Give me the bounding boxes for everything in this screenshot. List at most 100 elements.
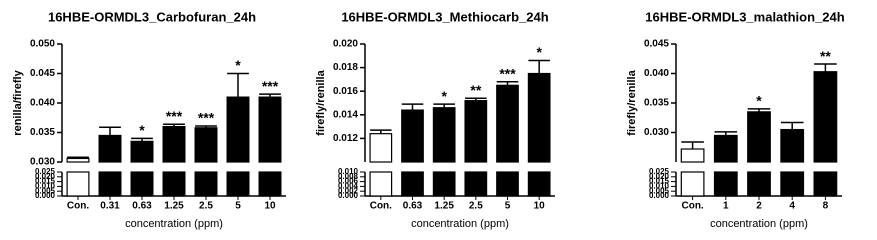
- x-tick-label: 5: [505, 201, 511, 212]
- x-tick-label: 2.5: [199, 201, 213, 212]
- lower-y-tick-label: 0.002: [338, 186, 359, 195]
- lower-y-tick-label: 0.025: [649, 167, 670, 176]
- x-tick-label: Con.: [67, 201, 89, 212]
- bar-lower: [66, 171, 90, 197]
- bar: [194, 127, 218, 163]
- y-tick-label: 0.018: [333, 62, 358, 73]
- bar-lower: [98, 171, 122, 197]
- bar-lower: [747, 171, 771, 197]
- chart-title: 16HBE-ORMDL3_Methiocarb_24h: [341, 9, 548, 24]
- bar: [226, 96, 250, 163]
- x-tick-label: 2.5: [469, 201, 483, 212]
- lower-y-tick-label: 0.010: [338, 167, 359, 176]
- lower-y-tick-label: 0.004: [338, 182, 359, 191]
- bar-lower: [130, 171, 154, 197]
- bar: [527, 72, 551, 163]
- significance-label: ***: [166, 108, 183, 124]
- bar: [369, 133, 393, 163]
- y-tick-label: 0.045: [644, 39, 669, 50]
- significance-label: **: [820, 48, 831, 64]
- y-axis-label: firefly/renilla: [626, 69, 638, 135]
- significance-label: *: [139, 122, 145, 138]
- lower-y-tick-label: 0.010: [649, 182, 670, 191]
- bar-lower: [527, 171, 551, 197]
- y-tick-label: 0.035: [30, 127, 55, 138]
- x-tick-label: 10: [534, 201, 546, 212]
- x-tick-label: 8: [823, 201, 829, 212]
- lower-y-tick-label: 0.025: [35, 167, 56, 176]
- x-tick-label: 0.63: [132, 201, 152, 212]
- bar-lower: [680, 171, 705, 197]
- bar-lower: [464, 171, 488, 197]
- bar-lower: [496, 171, 519, 197]
- lower-y-tick-label: 0.008: [338, 172, 359, 181]
- x-axis-label: concentration (ppm): [411, 218, 509, 230]
- y-tick-label: 0.030: [644, 127, 669, 138]
- lower-y-tick-label: 0.010: [35, 182, 56, 191]
- lower-y-tick-label: 0.005: [649, 186, 670, 195]
- x-axis-label: concentration (ppm): [710, 218, 808, 230]
- bar-lower: [162, 171, 186, 197]
- bar-lower: [432, 171, 456, 197]
- x-tick-label: 0.31: [100, 201, 120, 212]
- lower-y-tick-label: 0.000: [338, 191, 359, 200]
- significance-label: ***: [262, 78, 279, 94]
- bar: [66, 157, 90, 163]
- bar-lower: [226, 171, 250, 197]
- x-tick-label: 1: [723, 201, 729, 212]
- y-tick-label: 0.016: [333, 86, 358, 97]
- y-tick-label: 0.040: [30, 98, 55, 109]
- bar: [680, 148, 705, 163]
- y-tick-label: 0.045: [30, 68, 55, 79]
- bar-lower: [258, 171, 282, 197]
- lower-y-tick-label: 0.020: [35, 172, 56, 181]
- bar: [496, 84, 519, 163]
- bar: [780, 128, 805, 163]
- significance-label: *: [235, 57, 241, 73]
- x-tick-label: 10: [264, 201, 276, 212]
- lower-y-tick-label: 0.005: [35, 186, 56, 195]
- bar: [401, 109, 424, 163]
- bar: [130, 140, 154, 163]
- y-axis-label: firefly/renilla: [315, 69, 327, 135]
- y-tick-label: 0.014: [333, 109, 358, 120]
- lower-y-tick-label: 0.015: [35, 177, 56, 186]
- lower-y-tick-label: 0.006: [338, 177, 359, 186]
- lower-y-tick-label: 0.020: [649, 172, 670, 181]
- y-tick-label: 0.012: [333, 133, 358, 144]
- significance-label: **: [470, 82, 481, 98]
- chart-title: 16HBE-ORMDL3_malathion_24h: [645, 9, 844, 24]
- significance-label: *: [441, 88, 447, 104]
- y-tick-label: 0.040: [644, 68, 669, 79]
- bar: [747, 111, 771, 163]
- x-tick-label: Con.: [681, 201, 703, 212]
- y-tick-label: 0.030: [30, 157, 55, 168]
- lower-y-tick-label: 0.000: [35, 191, 56, 200]
- x-tick-label: 2: [756, 201, 762, 212]
- x-tick-label: 5: [235, 201, 241, 212]
- significance-label: ***: [198, 110, 215, 126]
- bar-lower: [780, 171, 805, 197]
- significance-label: ***: [499, 65, 516, 81]
- bar: [258, 96, 282, 163]
- y-tick-label: 0.020: [333, 39, 358, 50]
- y-axis-label: renilla/firefly: [12, 69, 24, 135]
- bar: [464, 100, 488, 163]
- x-axis-label: concentration (ppm): [125, 218, 223, 230]
- bar-lower: [401, 171, 424, 197]
- bar: [98, 134, 122, 163]
- x-tick-label: 4: [789, 201, 795, 212]
- bar: [162, 125, 186, 163]
- significance-label: *: [756, 93, 762, 109]
- y-tick-label: 0.035: [644, 98, 669, 109]
- lower-y-tick-label: 0.000: [649, 191, 670, 200]
- chart-title: 16HBE-ORMDL3_Carbofuran_24h: [48, 9, 256, 24]
- bar-lower: [713, 171, 738, 197]
- y-tick-label: 0.050: [30, 39, 55, 50]
- bar: [713, 134, 738, 163]
- significance-label: *: [536, 44, 542, 60]
- bar: [432, 107, 456, 163]
- x-tick-label: Con.: [370, 201, 392, 212]
- bar-lower: [369, 171, 393, 197]
